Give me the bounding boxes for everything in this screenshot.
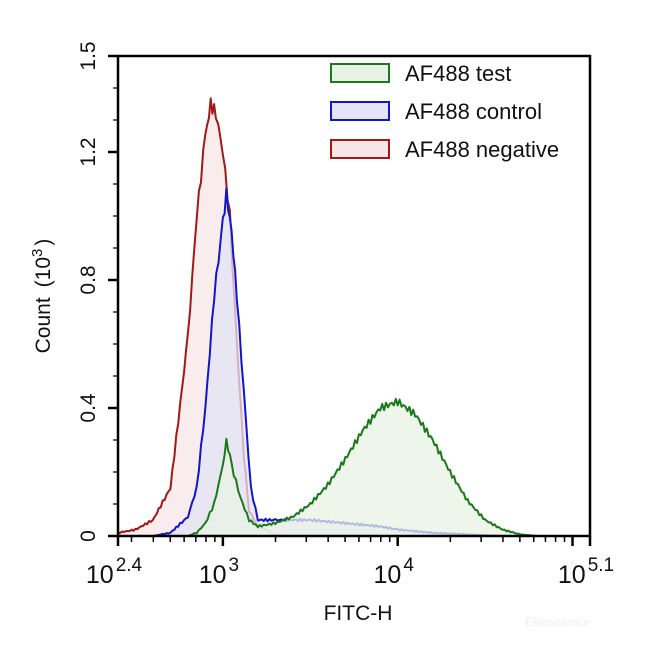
series-line-af488-test [187,397,538,537]
x-axis-ticks: 10 2.4 10 3 10 4 10 5.1 [86,536,614,589]
x-tick-label: 10 5.1 [558,555,614,589]
legend-swatch [330,63,390,83]
series-areas [117,97,538,537]
legend: AF488 test AF488 control AF488 negative [330,61,559,162]
x-tick-exponent: 3 [229,555,240,576]
x-tick-exponent: 4 [403,555,414,576]
legend-item: AF488 negative [330,137,559,162]
legend-swatch [330,101,390,121]
y-tick-label: 0.8 [77,265,100,294]
x-axis-label: FITC-H [324,602,393,625]
x-tick-exponent: 2.4 [116,555,143,576]
legend-label: AF488 control [405,99,542,124]
x-tick-label: 10 2.4 [86,555,143,589]
y-axis-label-exp: 3 [29,249,46,257]
legend-item: AF488 test [330,61,511,86]
y-axis-label-base: 10 [32,257,55,280]
legend-swatch [330,139,390,159]
y-tick-label: 1.5 [77,41,100,70]
series-fill-af488-test [187,398,538,536]
y-axis-ticks: 0 0.4 0.8 1.2 1.5 [77,41,118,542]
y-tick-label: 0 [77,530,100,542]
plot-frame [116,54,592,538]
x-tick-base: 10 [199,561,227,589]
x-tick-base: 10 [374,561,402,589]
x-tick-label: 10 4 [374,555,415,589]
series-fill-af488-negative [118,98,285,537]
y-axis-label: Count(103) [29,239,55,354]
legend-label: AF488 negative [405,137,559,162]
x-tick-base: 10 [558,561,586,589]
x-tick-base: 10 [86,561,114,589]
axes [116,54,592,538]
x-tick-exponent: 5.1 [588,555,614,576]
watermark: Elabscience [525,615,590,629]
legend-item: AF488 control [330,99,542,124]
y-axis-label-text: Count [32,297,55,353]
legend-label: AF488 test [405,61,511,86]
y-tick-label: 1.2 [77,137,100,166]
series-fill-af488-control [153,188,503,536]
x-tick-label: 10 3 [199,555,239,589]
y-tick-label: 0.4 [77,393,100,423]
